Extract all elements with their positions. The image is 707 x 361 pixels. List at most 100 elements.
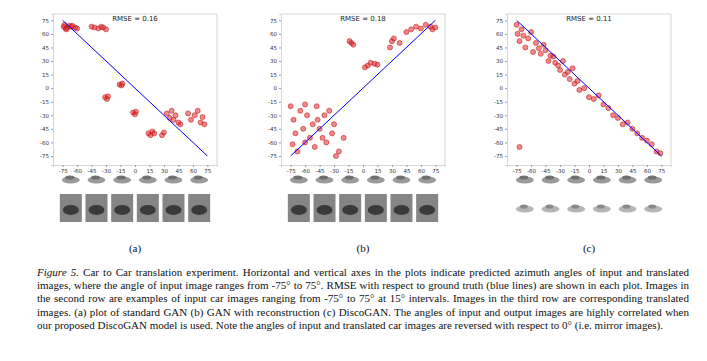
output-car xyxy=(163,194,185,222)
tick-mark xyxy=(505,156,507,157)
tick: -30 xyxy=(494,113,507,119)
tick: -75 xyxy=(513,165,522,174)
input-car xyxy=(418,177,436,184)
tick-label: -60 xyxy=(301,168,310,174)
tick: 30 xyxy=(161,165,168,174)
tick-label: -30 xyxy=(330,168,339,174)
tick: -30 xyxy=(268,113,281,119)
axis-line xyxy=(54,166,218,168)
tick-mark xyxy=(51,20,53,21)
point xyxy=(164,111,169,116)
point xyxy=(333,153,338,158)
input-car xyxy=(142,176,151,180)
tick: 30 xyxy=(270,58,281,64)
reference-line xyxy=(291,20,436,156)
point xyxy=(178,122,183,127)
tick: 60 xyxy=(190,165,197,174)
point xyxy=(517,39,522,44)
tick-mark xyxy=(305,165,306,167)
point xyxy=(161,130,166,135)
input-car xyxy=(65,176,74,180)
tick-label: -45 xyxy=(494,126,503,132)
tick-label: -15 xyxy=(494,99,503,105)
panel: -75-60-45-30-1501530456075-75-60-45-30-1… xyxy=(494,14,671,255)
point xyxy=(601,102,606,107)
tick-mark xyxy=(51,115,53,116)
point xyxy=(186,111,191,116)
input-car xyxy=(593,177,611,184)
output-car xyxy=(140,205,156,215)
output-car xyxy=(394,205,410,215)
tick-mark xyxy=(279,115,281,116)
tick-label: 0 xyxy=(134,168,138,174)
tick: -45 xyxy=(88,165,97,174)
tick: -60 xyxy=(73,165,82,174)
tick: -60 xyxy=(301,165,310,174)
tick-mark xyxy=(421,165,422,167)
tick: 15 xyxy=(270,72,281,78)
tick-mark xyxy=(207,165,208,167)
input-car xyxy=(545,176,554,180)
input-car xyxy=(393,177,411,184)
point xyxy=(64,27,69,32)
output-car xyxy=(419,205,435,215)
tick-label: -45 xyxy=(40,126,49,132)
point xyxy=(192,113,197,118)
y-axis: -75-60-45-30-1501530456075 xyxy=(494,15,507,166)
tick: 15 xyxy=(496,72,507,78)
input-car xyxy=(168,176,177,180)
tick-mark xyxy=(618,165,619,167)
tick-mark xyxy=(517,165,518,167)
tick-mark xyxy=(279,156,281,157)
tick: -15 xyxy=(40,99,53,105)
title: RMSE = 0.18 xyxy=(340,15,386,23)
input-car xyxy=(319,176,328,180)
point xyxy=(188,117,193,122)
car-images xyxy=(288,176,438,223)
output-car xyxy=(619,206,637,213)
tick-label: 0 xyxy=(362,168,366,174)
tick-mark xyxy=(149,165,150,167)
tick-label: 45 xyxy=(629,168,636,174)
output-car xyxy=(111,194,133,222)
point xyxy=(570,66,575,71)
point xyxy=(336,149,341,154)
panel-label: (c) xyxy=(583,242,596,255)
tick: 45 xyxy=(403,165,410,174)
tick-label: 45 xyxy=(496,45,503,51)
point xyxy=(519,27,524,32)
point xyxy=(330,131,335,136)
tick: -30 xyxy=(102,165,111,174)
output-car xyxy=(416,194,438,222)
point xyxy=(290,142,295,147)
tick-mark xyxy=(589,165,590,167)
input-car xyxy=(293,176,302,180)
tick-mark xyxy=(392,165,393,167)
tick-label: -75 xyxy=(494,153,503,159)
output-car xyxy=(137,194,159,222)
input-car xyxy=(91,176,100,180)
tick: -30 xyxy=(40,113,53,119)
point xyxy=(433,25,438,30)
point xyxy=(303,102,308,107)
tick-mark xyxy=(63,165,64,167)
point xyxy=(423,22,428,27)
point xyxy=(611,113,616,118)
tick-label: -60 xyxy=(268,140,277,146)
plot-area xyxy=(288,20,438,158)
input-car xyxy=(62,177,80,184)
input-car xyxy=(622,176,631,180)
point xyxy=(200,115,205,120)
point xyxy=(558,68,563,73)
tick-label: 15 xyxy=(146,168,153,174)
point xyxy=(291,117,296,122)
tick-label: 75 xyxy=(270,18,277,24)
tick-mark xyxy=(363,165,364,167)
point xyxy=(152,131,157,136)
tick-mark xyxy=(279,129,281,130)
tick-mark xyxy=(51,47,53,48)
tick-mark xyxy=(279,34,281,35)
tick-mark xyxy=(51,142,53,143)
tick-mark xyxy=(51,61,53,62)
tick-label: -60 xyxy=(527,168,536,174)
